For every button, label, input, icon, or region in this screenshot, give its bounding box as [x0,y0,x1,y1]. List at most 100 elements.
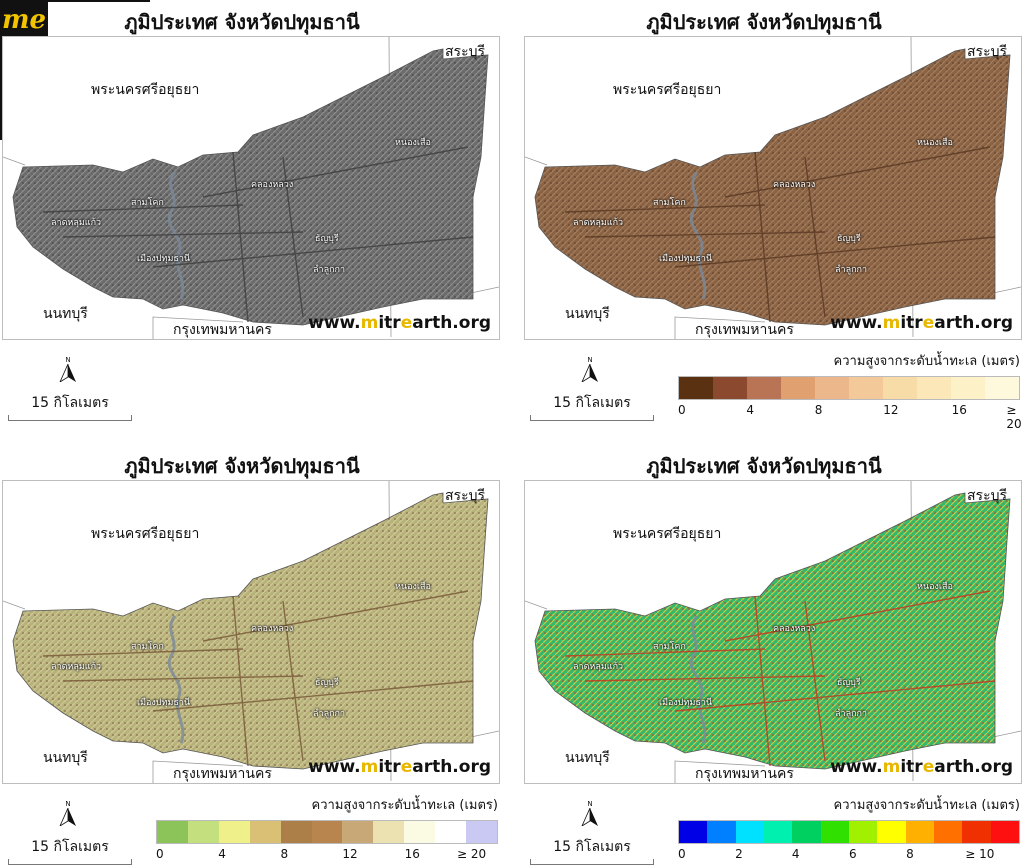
legend-swatch [990,821,1019,843]
province-shape [534,492,1011,770]
legend-color-ramp [678,376,1020,400]
district-lam-luk-ka: ลำลูกกา [313,265,346,275]
legend-swatch [763,821,793,843]
label-bangkok: กรุงเทพมหานคร [173,322,272,338]
legend-swatch [679,377,713,399]
north-letter: N [65,800,71,808]
label-nonthaburi: นนทบุรี [565,750,610,766]
watermark: www.mitrearth.org [308,757,491,777]
label-bangkok: กรุงเทพมหานคร [695,322,794,338]
map-frame: พระนครศรีอยุธยา สระบุรี นนทบุรี กรุงเทพม… [2,36,500,340]
district-mueang: เมืองปทุมธานี [659,254,713,264]
north-letter: N [65,356,71,364]
legend-swatch [713,377,747,399]
district-khlong-luang: คลองหลวง [251,624,294,634]
map-title: ภูมิประเทศ จังหวัดปทุมธานี [124,10,360,34]
district-mueang: เมืองปทุมธานี [137,698,191,708]
river [689,615,707,744]
province-map [525,481,1021,783]
province-shape [12,48,489,326]
map-frame: พระนครศรีอยุธยา สระบุรี นนทบุรี กรุงเทพม… [2,480,500,784]
legend-tick-label: 12 [883,403,899,417]
district-mueang: เมืองปทุมธานี [659,698,713,708]
label-nonthaburi: นนทบุรี [43,750,88,766]
legend-swatch [792,821,821,843]
district-khlong-luang: คลองหลวง [773,624,816,634]
district-nong-suea: หนองเสือ [917,138,953,148]
legend-swatch [466,821,497,843]
label-saraburi: สระบุรี [967,488,1007,504]
legend-title: ความสูงจากระดับน้ำทะเล (เมตร) [833,354,1020,369]
legend-swatch [373,821,405,843]
scale-label: 15 กิโลเมตร [31,395,109,411]
scale-bar: 15 กิโลเมตร [8,392,132,421]
label-saraburi: สระบุรี [445,44,485,60]
label-bangkok: กรุงเทพมหานคร [173,766,272,782]
roads [564,146,996,323]
district-thanyaburi: ธัญบุรี [315,234,339,244]
legend-tick-label: 0 [156,847,164,861]
label-saraburi: สระบุรี [445,488,485,504]
scale-bar: 15 กิโลเมตร [530,836,654,865]
district-sam-khok: สามโคก [653,198,686,208]
legend-swatch [820,821,849,843]
scale-line [530,859,654,865]
elevation-legend: ความสูงจากระดับน้ำทะเล (เมตร) 0 4 8 12 16 ≥ 20 [678,350,1022,431]
legend-tick-label: 6 [849,847,857,861]
legend-swatch [404,821,436,843]
province-map [3,481,499,783]
district-khlong-luang: คลองหลวง [773,180,816,190]
label-nonthaburi: นนทบุรี [565,306,610,322]
legend-swatch [735,821,764,843]
map-title: ภูมิประเทศ จังหวัดปทุมธานี [124,454,360,478]
legend-tick-label: 2 [735,847,743,861]
legend-swatch [311,821,343,843]
scale-line [530,415,654,421]
legend-tick-label: 4 [218,847,226,861]
legend-title: ความสูงจากระดับน้ำทะเล (เมตร) [833,798,1020,813]
legend-tick-label: ≥ 20 [456,847,487,861]
legend-swatch [679,821,708,843]
label-ayutthaya: พระนครศรีอยุธยา [91,526,200,542]
legend-swatch [848,821,878,843]
legend-swatch [249,821,281,843]
legend-swatch [187,821,219,843]
legend-swatch [435,821,467,843]
north-arrow: N [58,800,78,830]
legend-swatch [707,821,736,843]
province-shape [12,492,489,770]
district-sam-khok: สามโคก [131,198,164,208]
district-nong-suea: หนองเสือ [395,138,431,148]
label-ayutthaya: พระนครศรีอยุธยา [91,82,200,98]
roads [42,590,474,767]
legend-swatch [747,377,781,399]
north-arrow-icon [581,807,598,828]
legend-swatch [933,821,963,843]
legend-swatch [985,377,1019,399]
legend-swatch [815,377,849,399]
map-frame: พระนครศรีอยุธยา สระบุรี นนทบุรี กรุงเทพม… [524,36,1022,340]
district-lam-luk-ka: ลำลูกกา [835,709,868,719]
scale-bar: 15 กิโลเมตร [8,836,132,865]
district-lam-luk-ka: ลำลูกกา [313,709,346,719]
legend-swatch [781,377,815,399]
legend-swatch [905,821,934,843]
logo-rule-horizontal [0,0,150,2]
legend-tick-label: 4 [746,403,755,417]
map-panel-4: ภูมิประเทศ จังหวัดปทุมธานี พระนครศรีอยุธ… [524,444,1022,865]
district-lat-lum-kaeo: ลาดหลุมแก้ว [51,218,102,228]
map-title: ภูมิประเทศ จังหวัดปทุมธานี [646,454,882,478]
legend-swatch [883,377,917,399]
north-arrow: N [58,356,78,386]
district-khlong-luang: คลองหลวง [251,180,294,190]
label-ayutthaya: พระนครศรีอยุธยา [613,82,722,98]
legend-tick-label: ≥ 10 [965,847,995,861]
district-lam-luk-ka: ลำลูกกา [835,265,868,275]
north-arrow-icon [581,363,598,384]
province-map [525,37,1021,339]
legend-swatch [951,377,985,399]
north-letter: N [587,356,593,364]
legend-tick-label: 8 [814,403,823,417]
roads [42,146,474,323]
legend-tick-label: 8 [280,847,289,861]
